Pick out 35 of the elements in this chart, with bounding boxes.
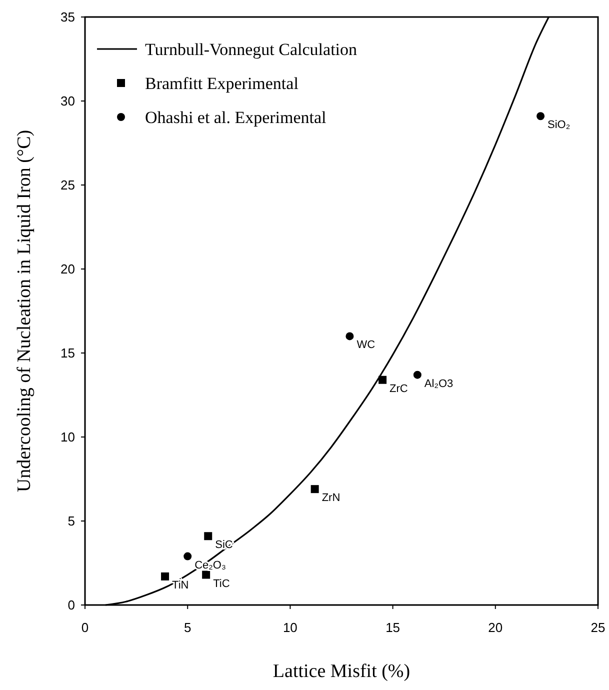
- x-tick-label: 15: [386, 620, 400, 635]
- y-tick-label: 25: [60, 178, 75, 193]
- y-tick-label: 0: [68, 598, 75, 613]
- y-tick-label: 20: [60, 262, 75, 277]
- annotation: ZrN: [322, 492, 340, 504]
- annotation: SiO₂: [548, 119, 570, 132]
- annotation: Al₂O3: [424, 378, 454, 390]
- y-tick-label: 10: [60, 430, 75, 445]
- y-tick-label: 35: [60, 10, 75, 25]
- point: [346, 332, 354, 340]
- x-tick-label: 20: [488, 620, 503, 635]
- y-tick-label: 30: [60, 94, 75, 109]
- point: [310, 485, 319, 494]
- y-tick-label: 5: [68, 514, 75, 529]
- annotation: TiC: [213, 578, 230, 590]
- point: [184, 552, 192, 560]
- point: [413, 370, 422, 379]
- annotation: WC: [356, 339, 376, 352]
- legend-label: Ohashi et al. Experimental: [145, 108, 327, 127]
- x-tick-label: 0: [81, 620, 89, 635]
- annotation: TiN: [172, 579, 189, 592]
- legend-label: Turnbull-Vonnegut Calculation: [145, 40, 358, 59]
- x-axis-title: Lattice Misfit (%): [272, 661, 410, 682]
- point: [202, 570, 210, 579]
- point: [536, 112, 545, 120]
- annotation: ZrC: [390, 382, 408, 395]
- y-axis-title: Undercooling of Nucleation in Liquid Iron (°C): [14, 130, 35, 492]
- y-tick-label: 15: [60, 346, 75, 361]
- x-tick-label: 25: [590, 620, 606, 635]
- x-tick-label: 5: [184, 620, 192, 635]
- point: [378, 376, 387, 384]
- point: [161, 572, 170, 580]
- point: [204, 532, 212, 540]
- x-tick-label: 10: [282, 620, 298, 635]
- legend-label: Bramfitt Experimental: [145, 74, 299, 93]
